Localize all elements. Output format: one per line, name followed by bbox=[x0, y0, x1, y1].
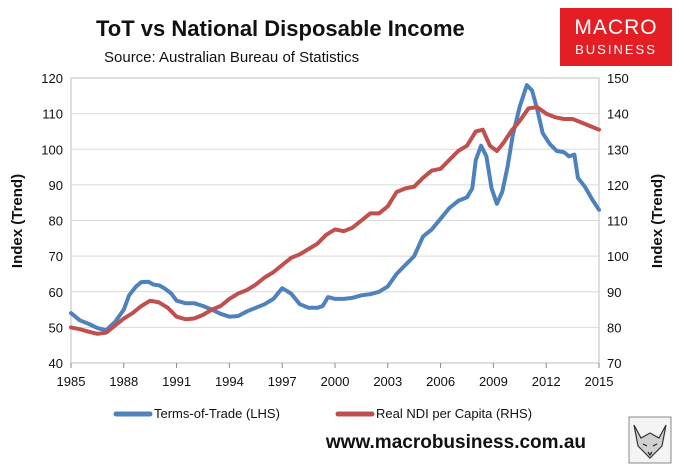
x-tick-label: 2003 bbox=[373, 374, 402, 389]
y-axis-right-ticks: 70 80 90 100 110 120 130 140 150 bbox=[607, 71, 629, 371]
terms-of-trade-line bbox=[69, 83, 601, 333]
x-tick-label: 1985 bbox=[57, 374, 86, 389]
logo-box bbox=[560, 8, 672, 66]
chart-subtitle: Source: Australian Bureau of Statistics bbox=[104, 49, 359, 66]
y-right-tick-label: 90 bbox=[607, 285, 621, 300]
x-tick-label: 2015 bbox=[585, 374, 614, 389]
y-left-tick-label: 60 bbox=[49, 285, 63, 300]
macrobusiness-logo: MACRO BUSINESS bbox=[560, 8, 672, 66]
x-tick-label: 2000 bbox=[321, 374, 350, 389]
y-left-tick-label: 80 bbox=[49, 214, 63, 229]
y-axis-left-ticks: 40 50 60 70 80 90 100 110 120 bbox=[41, 71, 63, 371]
y-right-tick-label: 120 bbox=[607, 178, 629, 193]
y-left-tick-label: 70 bbox=[49, 249, 63, 264]
chart-title: ToT vs National Disposable Income bbox=[96, 16, 465, 41]
y-right-tick-label: 80 bbox=[607, 320, 621, 335]
y-axis-left-title: Index (Trend) bbox=[9, 174, 26, 268]
y-right-tick-label: 130 bbox=[607, 142, 629, 157]
y-right-tick-label: 150 bbox=[607, 71, 629, 86]
y-left-tick-label: 110 bbox=[42, 107, 63, 122]
x-tick-label: 1988 bbox=[109, 374, 138, 389]
series-lines bbox=[69, 83, 601, 336]
fox-emblem bbox=[628, 416, 672, 464]
fox-face-icon bbox=[642, 443, 658, 457]
legend: Terms-of-Trade (LHS) Real NDI per Capita… bbox=[113, 406, 532, 421]
real-ndi-line bbox=[69, 105, 601, 336]
logo-line2: BUSINESS bbox=[575, 42, 657, 57]
x-tick-label: 1991 bbox=[162, 374, 191, 389]
website-url: www.macrobusiness.com.au bbox=[325, 432, 586, 453]
y-axis-right-title: Index (Trend) bbox=[649, 174, 666, 268]
y-right-tick-label: 70 bbox=[607, 356, 621, 371]
x-tick-label: 2009 bbox=[479, 374, 508, 389]
x-tick-label: 1997 bbox=[268, 374, 297, 389]
fox-head-icon bbox=[633, 424, 667, 459]
y-left-tick-label: 90 bbox=[49, 178, 63, 193]
x-axis-ticks: 1985 1988 1991 1994 1997 2000 2003 2006 2009 2012… bbox=[57, 363, 614, 389]
y-right-tick-label: 140 bbox=[607, 107, 629, 122]
legend-label-ndi: Real NDI per Capita (RHS) bbox=[376, 406, 532, 421]
y-left-tick-label: 100 bbox=[41, 142, 63, 157]
y-right-tick-label: 110 bbox=[607, 214, 628, 229]
y-right-tick-label: 100 bbox=[607, 249, 629, 264]
y-left-tick-label: 50 bbox=[49, 320, 63, 335]
y-left-tick-label: 40 bbox=[49, 356, 63, 371]
x-tick-label: 2006 bbox=[426, 374, 455, 389]
y-left-tick-label: 120 bbox=[41, 71, 63, 86]
x-tick-label: 1994 bbox=[215, 374, 244, 389]
x-tick-label: 2012 bbox=[532, 374, 561, 389]
plot-area: 1985 1988 1991 1994 1997 2000 2003 2006 2009 2012… bbox=[41, 71, 628, 389]
legend-label-tot: Terms-of-Trade (LHS) bbox=[154, 406, 280, 421]
logo-line1: MACRO bbox=[574, 16, 657, 39]
